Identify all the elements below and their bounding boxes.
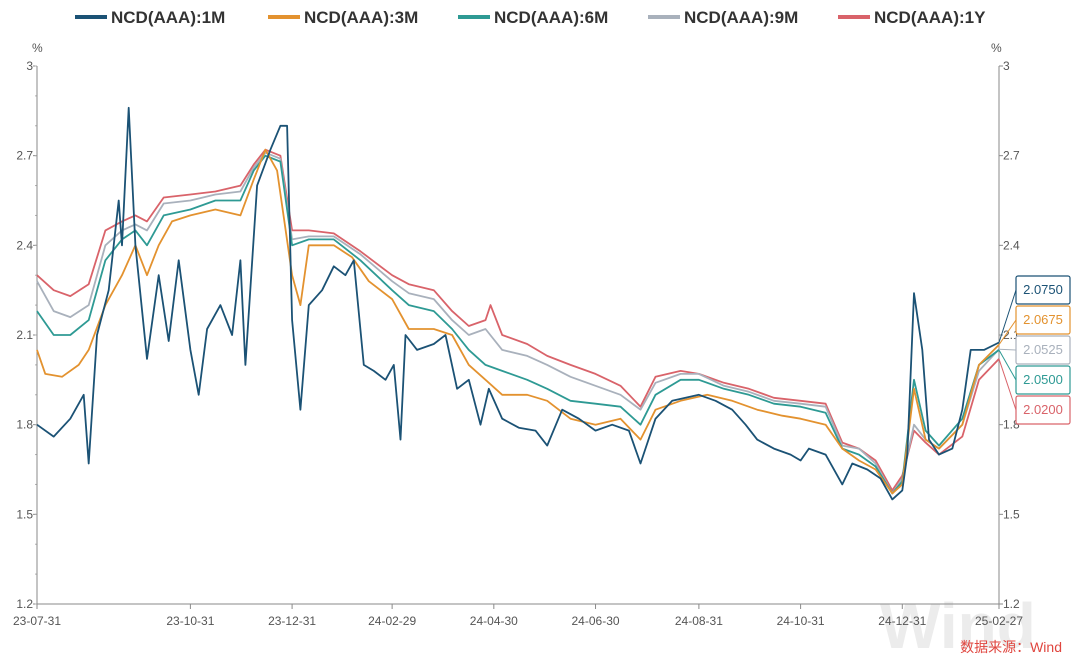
legend-label-6m: NCD(AAA):6M	[494, 8, 608, 27]
end-label-leader-6m	[998, 349, 1017, 381]
legend-label-3m: NCD(AAA):3M	[304, 8, 418, 27]
end-label-leader-3m	[998, 319, 1017, 345]
end-label-leader-9m	[998, 348, 1017, 351]
end-value-labels: 2.0750 2.0675 2.0525 2.0500 2.0200	[998, 275, 1071, 425]
end-label-box-1y	[1015, 395, 1071, 425]
legend: NCD(AAA):1M NCD(AAA):3M NCD(AAA):6M NCD(…	[75, 8, 986, 27]
x-tick-label: 24-08-31	[675, 614, 723, 628]
end-label-box-3m	[1015, 305, 1071, 335]
y-tick-label-left: 2.1	[16, 328, 33, 342]
source-label: 数据来源：Wind	[960, 639, 1062, 655]
x-axis-ticks: 23-07-31 23-10-31 23-12-31 24-02-29 24-04-30…	[13, 604, 1023, 628]
y-tick-label-right: 3	[1003, 59, 1010, 73]
y-unit-right: %	[991, 41, 1002, 55]
x-tick-label: 24-02-29	[368, 614, 416, 628]
x-tick-label: 25-02-27	[975, 614, 1023, 628]
y-tick-label-left: 2.7	[16, 149, 33, 163]
end-value-label-9m: 2.0525	[1023, 342, 1063, 357]
y-tick-label-left: 1.2	[16, 597, 33, 611]
y-tick-label-right: 2.4	[1003, 238, 1020, 252]
series-line-9m	[36, 151, 1000, 495]
y-tick-label-right: 1.5	[1003, 507, 1020, 521]
x-tick-label: 23-12-31	[268, 614, 316, 628]
legend-label-9m: NCD(AAA):9M	[684, 8, 798, 27]
legend-label-1m: NCD(AAA):1M	[111, 8, 225, 27]
y-tick-label-left: 1.5	[16, 507, 33, 521]
watermark: Wind	[880, 590, 1036, 662]
legend-label-1y: NCD(AAA):1Y	[874, 8, 986, 27]
y-tick-label-right: 2.7	[1003, 149, 1020, 163]
series-line-1y	[36, 148, 1000, 492]
y-tick-label-left: 1.8	[16, 418, 33, 432]
x-tick-label: 23-07-31	[13, 614, 61, 628]
x-tick-label: 24-10-31	[777, 614, 825, 628]
end-label-box-9m	[1015, 335, 1071, 365]
y-unit-left: %	[32, 41, 43, 55]
end-label-leader-1y	[998, 358, 1017, 411]
end-value-label-3m: 2.0675	[1023, 312, 1063, 327]
x-tick-label: 24-12-31	[878, 614, 926, 628]
end-value-label-1y: 2.0200	[1023, 402, 1063, 417]
end-value-label-6m: 2.0500	[1023, 372, 1063, 387]
end-label-box-6m	[1015, 365, 1071, 395]
series-line-6m	[36, 154, 1000, 495]
y-axis-ticks: 3 32.7 2.72.4 2.42.1 2.11.8 1.81.5 1.51.2 1.2	[16, 59, 1020, 611]
end-label-box-1m	[1015, 275, 1071, 305]
x-tick-label: 23-10-31	[166, 614, 214, 628]
end-value-label-1m: 2.0750	[1023, 282, 1063, 297]
x-tick-label: 24-04-30	[470, 614, 518, 628]
series-line-1m	[36, 106, 1000, 501]
y-tick-label-left: 2.4	[16, 238, 33, 252]
x-tick-label: 24-06-30	[572, 614, 620, 628]
y-tick-label-right: 1.2	[1003, 597, 1020, 611]
series-lines	[36, 106, 1000, 501]
series-line-3m	[36, 148, 1000, 495]
y-tick-label-left: 3	[26, 59, 33, 73]
end-label-leader-1m	[998, 289, 1017, 343]
